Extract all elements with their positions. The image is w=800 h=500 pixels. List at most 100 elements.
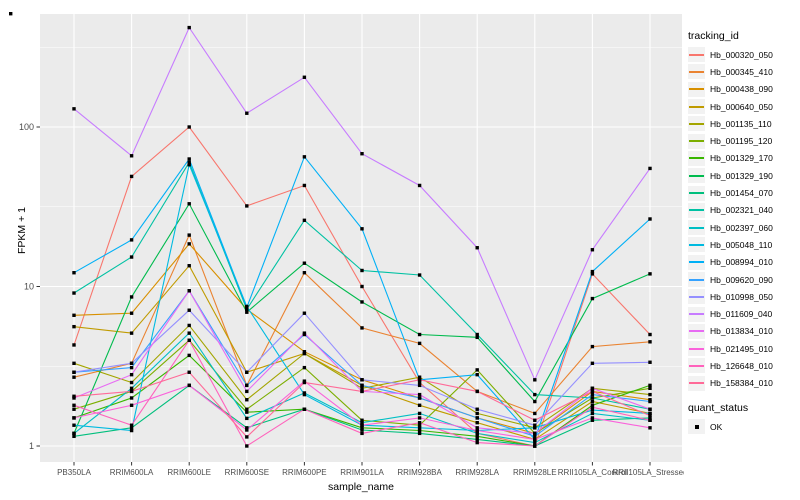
point-marker [417, 332, 422, 337]
point-marker [590, 392, 595, 397]
x-tick-label: RRII105LA_Control [558, 468, 628, 477]
point-marker [72, 343, 76, 347]
legend-key [688, 254, 705, 270]
point-marker [72, 361, 76, 365]
point-marker [590, 269, 595, 274]
point-marker [590, 272, 595, 276]
legend-key-line [689, 330, 704, 333]
point-marker [129, 365, 134, 370]
point-marker [360, 152, 364, 156]
legend-key-line [689, 243, 704, 246]
point-marker [72, 407, 76, 411]
point-marker [360, 326, 364, 330]
point-marker [533, 423, 537, 427]
point-marker [590, 248, 595, 252]
x-tick-label: RRIM600PE [282, 468, 326, 477]
point-marker [72, 324, 76, 329]
point-marker [360, 227, 364, 231]
point-marker [72, 423, 76, 427]
point-marker [590, 408, 595, 412]
point-marker [129, 428, 134, 433]
point-marker [129, 380, 134, 385]
point-marker [533, 440, 537, 445]
legend-key-line [689, 226, 704, 229]
legend-key-line [689, 53, 704, 56]
point-marker [475, 420, 479, 425]
legend-title-quant-status: quant_status [688, 401, 749, 414]
legend-entry-label: Hb_000640_050 [710, 101, 773, 112]
legend-entry-label: Hb_013834_010 [710, 326, 773, 337]
point-marker [475, 440, 479, 445]
y-tick-label: 1 [29, 441, 34, 451]
point-marker [129, 174, 134, 179]
point-marker [648, 383, 652, 388]
point-marker [360, 428, 364, 432]
legend-entry-label: Hb_002321_040 [710, 205, 773, 216]
point-marker [648, 272, 652, 276]
point-marker [129, 396, 134, 400]
point-marker [475, 411, 479, 416]
point-marker [360, 284, 364, 289]
legend-entry-label: Hb_001195_120 [710, 136, 773, 147]
legend-key [688, 150, 705, 166]
point-marker [648, 413, 652, 418]
point-marker [417, 375, 422, 379]
legend-key [688, 99, 705, 115]
point-marker [187, 331, 191, 335]
legend-key-line [689, 192, 704, 195]
point-marker [245, 428, 249, 432]
legend-key-line [689, 278, 704, 281]
point-marker [533, 426, 537, 430]
point-marker [245, 310, 249, 314]
point-marker [360, 389, 364, 394]
point-marker [302, 365, 307, 370]
point-marker [187, 308, 191, 312]
point-marker [417, 431, 422, 436]
point-marker [417, 396, 422, 400]
stray-point-marker [9, 12, 13, 16]
point-marker [417, 378, 422, 382]
legend-key-line [689, 88, 704, 91]
point-marker [533, 434, 537, 439]
point-marker [302, 183, 307, 188]
point-marker [417, 423, 422, 427]
legend-key [688, 358, 705, 374]
point-marker [72, 431, 76, 436]
point-marker [187, 353, 191, 358]
point-marker [129, 372, 134, 377]
point-marker [417, 420, 422, 425]
point-marker [590, 403, 595, 407]
point-marker [360, 420, 364, 425]
legend-entry-label: Hb_005048_110 [710, 239, 773, 250]
point-marker [129, 389, 134, 394]
point-marker [360, 418, 364, 422]
x-tick-label: RRIM600LA [110, 468, 154, 477]
legend-key [688, 323, 705, 339]
point-marker [475, 407, 479, 411]
point-marker [533, 444, 537, 448]
y-tick-label: 10 [24, 282, 34, 292]
point-marker [533, 378, 537, 382]
point-marker [245, 389, 249, 394]
point-marker [302, 380, 307, 385]
point-marker [475, 437, 479, 442]
point-marker [187, 125, 191, 129]
legend-entry: Hb_002397_060 [688, 219, 800, 236]
legend-entry-label: Hb_001329_190 [710, 170, 773, 181]
legend-key-line [689, 140, 704, 143]
legend-entry-label: Hb_158384_010 [710, 378, 773, 389]
legend-key-line [689, 347, 704, 350]
point-marker [360, 431, 364, 436]
point-marker [302, 392, 307, 397]
point-marker [302, 271, 307, 275]
x-tick-label: RRIM928LE [513, 468, 557, 477]
point-marker [72, 375, 76, 379]
point-marker [475, 428, 479, 433]
x-axis-title: sample_name [328, 481, 394, 493]
x-tick-label: RRIM928BA [397, 468, 442, 477]
legend-key-line [689, 261, 704, 264]
legend-quant-label: OK [710, 421, 723, 432]
point-marker [129, 423, 134, 427]
